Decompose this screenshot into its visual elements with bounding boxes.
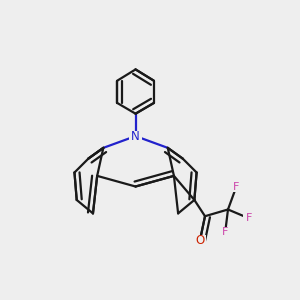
Bar (243, 213, 256, 224)
Bar (230, 181, 243, 192)
Bar (219, 227, 232, 238)
Text: O: O (195, 234, 205, 247)
Bar (194, 235, 206, 246)
Text: F: F (233, 182, 240, 191)
Text: F: F (246, 213, 253, 224)
Text: F: F (222, 227, 228, 238)
Text: N: N (131, 130, 140, 142)
Bar (129, 131, 142, 141)
